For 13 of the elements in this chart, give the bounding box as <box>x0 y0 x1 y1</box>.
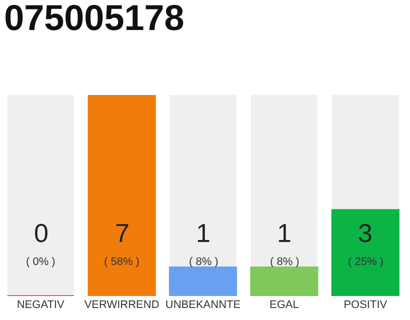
data-label: 1 ( 8% ) <box>270 218 300 268</box>
data-label: 7 ( 58% ) <box>104 218 140 268</box>
bar <box>168 266 238 296</box>
chart-title: 075005178 <box>4 0 184 38</box>
x-tick-label: UNBEKANNTE <box>165 299 241 311</box>
x-tick-label: VERWIRREND <box>84 299 160 311</box>
bar <box>250 266 318 296</box>
x-tick-label: POSITIV <box>344 299 388 311</box>
data-label: 0 ( 0% ) <box>26 218 56 268</box>
x-tick-label: EGAL <box>270 299 299 311</box>
data-label: 1 ( 8% ) <box>189 218 218 268</box>
data-label: 3 ( 25% ) <box>348 218 384 268</box>
x-tick-label: NEGATIV <box>16 299 65 311</box>
